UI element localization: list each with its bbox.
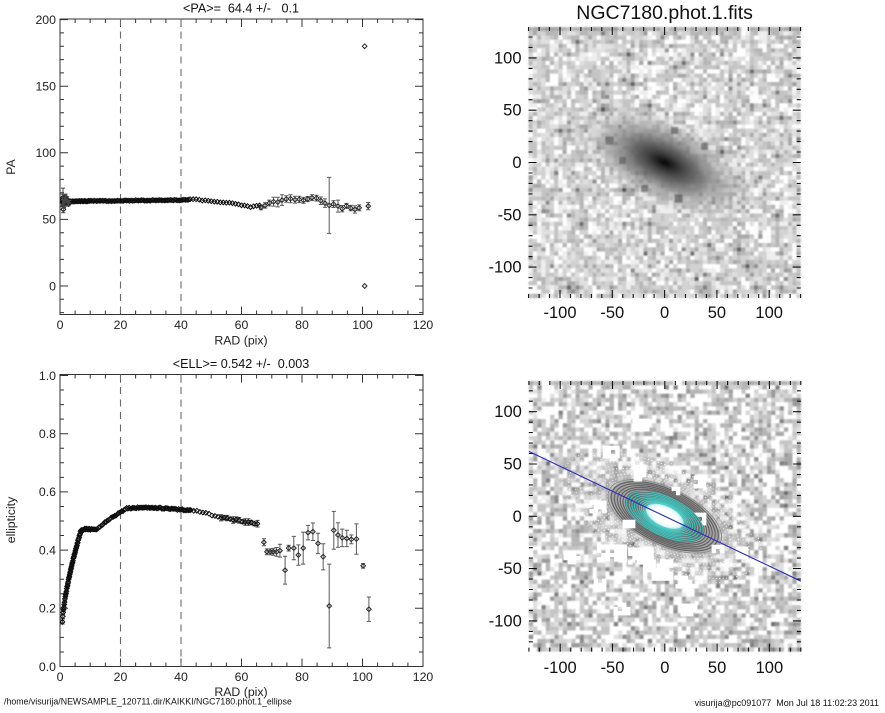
svg-text:50: 50 xyxy=(708,659,726,677)
svg-text:0: 0 xyxy=(49,279,56,293)
svg-text:40: 40 xyxy=(174,318,188,332)
svg-text:0.0: 0.0 xyxy=(39,660,56,674)
svg-text:0: 0 xyxy=(660,304,669,322)
svg-text:ellipticity: ellipticity xyxy=(4,496,18,543)
svg-text:<PA>= 64.4 +/- 0.1: <PA>= 64.4 +/- 0.1 xyxy=(183,2,299,16)
svg-text:60: 60 xyxy=(235,670,249,684)
svg-text:0: 0 xyxy=(512,154,521,172)
svg-text:120: 120 xyxy=(413,318,434,332)
svg-text:RAD (pix): RAD (pix) xyxy=(214,685,267,699)
svg-text:0: 0 xyxy=(513,508,522,526)
svg-text:100: 100 xyxy=(494,403,522,421)
svg-text:50: 50 xyxy=(503,102,521,120)
svg-text:50: 50 xyxy=(503,456,521,474)
svg-text:PA: PA xyxy=(4,158,18,174)
svg-text:200: 200 xyxy=(35,13,56,27)
svg-text:0.4: 0.4 xyxy=(39,543,56,557)
svg-text:1.0: 1.0 xyxy=(39,369,56,383)
svg-text:NGC7180.phot.1.fits: NGC7180.phot.1.fits xyxy=(576,2,753,24)
svg-text:0.2: 0.2 xyxy=(39,602,56,616)
svg-text:-100: -100 xyxy=(543,304,576,322)
svg-text:50: 50 xyxy=(42,213,56,227)
svg-text:120: 120 xyxy=(413,670,434,684)
svg-text:100: 100 xyxy=(494,49,522,67)
svg-text:-100: -100 xyxy=(544,659,577,677)
svg-text:100: 100 xyxy=(755,304,783,322)
svg-text:80: 80 xyxy=(295,318,309,332)
svg-text:-50: -50 xyxy=(498,206,522,224)
svg-text:-100: -100 xyxy=(489,612,522,630)
svg-text:50: 50 xyxy=(708,304,726,322)
svg-text:-50: -50 xyxy=(600,304,624,322)
svg-text:/home/visurija/NEWSAMPLE_12071: /home/visurija/NEWSAMPLE_120711.dir/KAIK… xyxy=(4,697,292,707)
svg-text:0: 0 xyxy=(57,670,64,684)
svg-text:20: 20 xyxy=(114,670,128,684)
svg-text:20: 20 xyxy=(114,318,128,332)
svg-text:100: 100 xyxy=(35,146,56,160)
svg-text:-50: -50 xyxy=(601,659,625,677)
svg-text:0: 0 xyxy=(660,659,669,677)
svg-text:<ELL>= 0.542 +/- 0.003: <ELL>= 0.542 +/- 0.003 xyxy=(173,357,310,371)
svg-text:100: 100 xyxy=(756,659,784,677)
svg-text:visurija@pc091077 Mon Jul 18: visurija@pc091077 Mon Jul 18 11:02:23 20… xyxy=(695,698,879,708)
svg-text:0.8: 0.8 xyxy=(39,427,56,441)
svg-text:0.6: 0.6 xyxy=(39,485,56,499)
svg-text:100: 100 xyxy=(352,318,373,332)
svg-text:RAD (pix): RAD (pix) xyxy=(214,334,267,348)
svg-text:80: 80 xyxy=(295,670,309,684)
svg-text:-50: -50 xyxy=(498,560,522,578)
svg-text:100: 100 xyxy=(352,670,373,684)
svg-text:150: 150 xyxy=(35,80,56,94)
svg-text:0: 0 xyxy=(57,318,64,332)
svg-text:60: 60 xyxy=(235,318,249,332)
svg-text:-100: -100 xyxy=(488,259,521,277)
svg-text:40: 40 xyxy=(174,670,188,684)
